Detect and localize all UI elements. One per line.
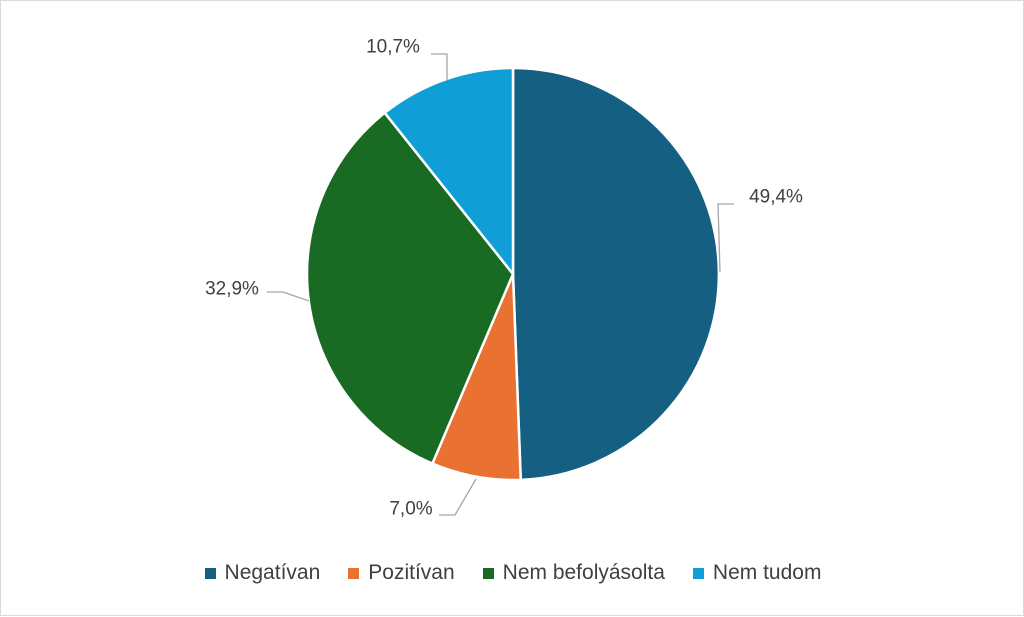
legend-label: Pozitívan: [368, 561, 455, 584]
legend-label: Nem befolyásolta: [502, 561, 665, 584]
legend-swatch-nem-befolyasolta: [482, 567, 494, 579]
legend-label: Negatívan: [224, 561, 321, 584]
legend-item-nem-tudom: Nem tudom: [692, 561, 822, 585]
legend-item-pozitivan: Pozitívan: [348, 561, 455, 585]
leader-line-nem-tudom: [431, 53, 448, 80]
pie-slice-nem-tudom: [383, 66, 515, 276]
legend-item-negativan: Negatívan: [204, 561, 321, 585]
pie-slice-negativan: [511, 66, 721, 482]
pie-slices: [305, 66, 721, 482]
legend: Negatívan Pozitívan Nem befolyásolta Nem tu…: [1, 557, 1024, 589]
legend-label: Nem tudom: [712, 561, 822, 584]
leader-lines: [267, 53, 734, 516]
data-labels: 49,4% 7,0% 32,9% 10,7%: [205, 37, 803, 520]
legend-item-nem-befolyasolta: Nem befolyásolta: [482, 561, 665, 585]
leader-line-pozitivan: [439, 478, 477, 516]
legend-swatch-nem-tudom: [692, 567, 704, 579]
data-label-pozitivan: 7,0%: [389, 499, 432, 520]
leader-line-negativan: [717, 203, 734, 273]
legend-swatch-negativan: [204, 567, 216, 579]
pie-slice-nem-befolyasolta: [305, 111, 515, 465]
leader-line-nem-befolyasolta: [267, 291, 310, 302]
data-label-negativan: 49,4%: [749, 187, 803, 208]
legend-swatch-pozitivan: [348, 567, 360, 579]
data-label-nem-befolyasolta: 32,9%: [205, 279, 259, 300]
data-label-nem-tudom: 10,7%: [366, 37, 420, 58]
